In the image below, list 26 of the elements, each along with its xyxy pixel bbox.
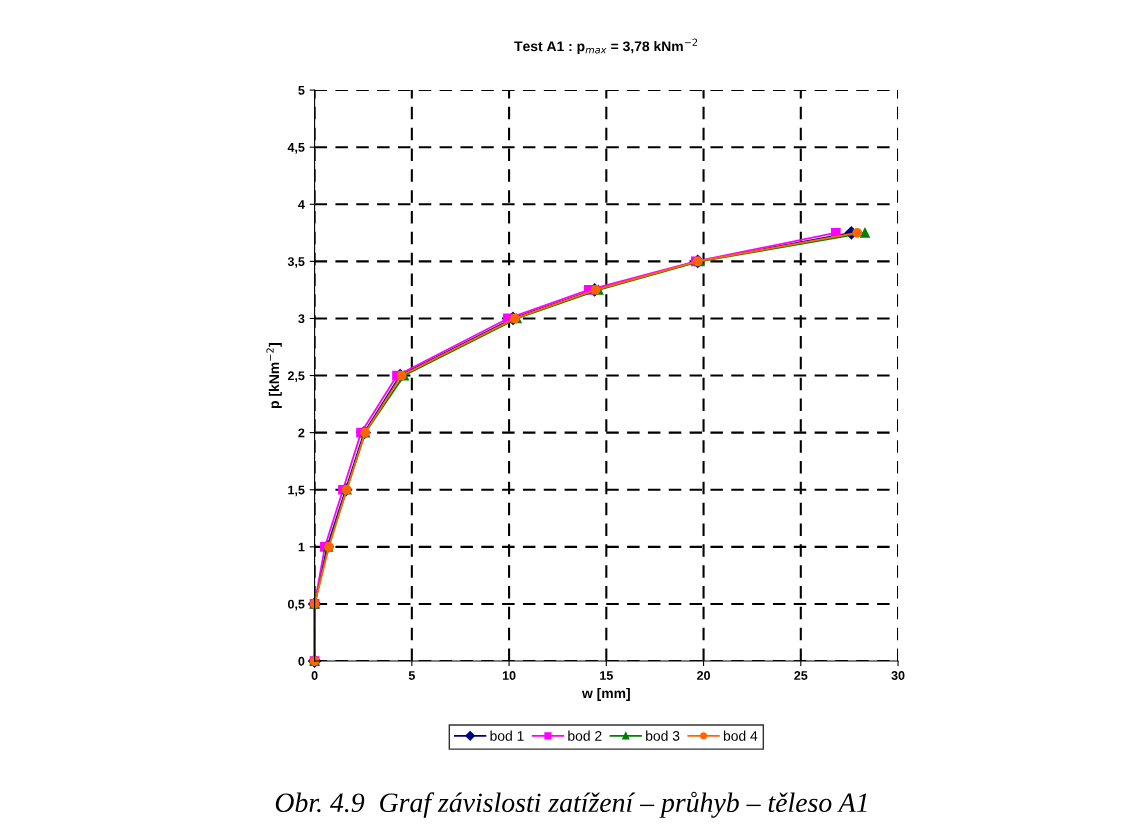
x-tick-label: 10 <box>502 671 516 680</box>
legend-label: bod 2 <box>568 730 602 741</box>
y-tick-label: 0,5 <box>288 599 305 611</box>
y-tick-label: 3 <box>298 314 305 324</box>
y-tick-label: 2,5 <box>287 371 305 383</box>
legend-label: bod 1 <box>490 730 524 741</box>
x-tick-label: 20 <box>697 671 710 680</box>
x-tick-label: 15 <box>600 671 613 680</box>
x-tick-label: 5 <box>408 671 415 680</box>
x-tick-label: 25 <box>794 671 808 680</box>
y-tick-label: 5 <box>298 86 305 95</box>
y-tick-label: 3,5 <box>287 257 305 268</box>
x-axis-title: w [mm] <box>581 687 630 701</box>
y-tick-label: 1 <box>298 542 305 552</box>
y-tick-label: 4,5 <box>287 143 305 154</box>
y-tick-label: 4 <box>298 200 305 209</box>
text: Obr. 4.9 Graf závislosti zatížení – průhyb – těleso A1 <box>275 791 867 818</box>
chart-title: Test A1 : p$_{max}$ = 3,78 kNm$^{−2}$ <box>514 38 698 54</box>
x-tick-label: 30 <box>891 671 905 680</box>
y-tick-label: 2 <box>298 428 305 438</box>
y-tick-label: 0 <box>298 656 305 666</box>
x-tick-label: 0 <box>311 671 318 680</box>
y-axis-title: p [kNm$^{−2}$] <box>266 343 282 408</box>
y-tick-label: 1,5 <box>288 485 305 497</box>
legend-label: bod 3 <box>646 730 680 741</box>
legend-label: bod 4 <box>723 730 758 741</box>
